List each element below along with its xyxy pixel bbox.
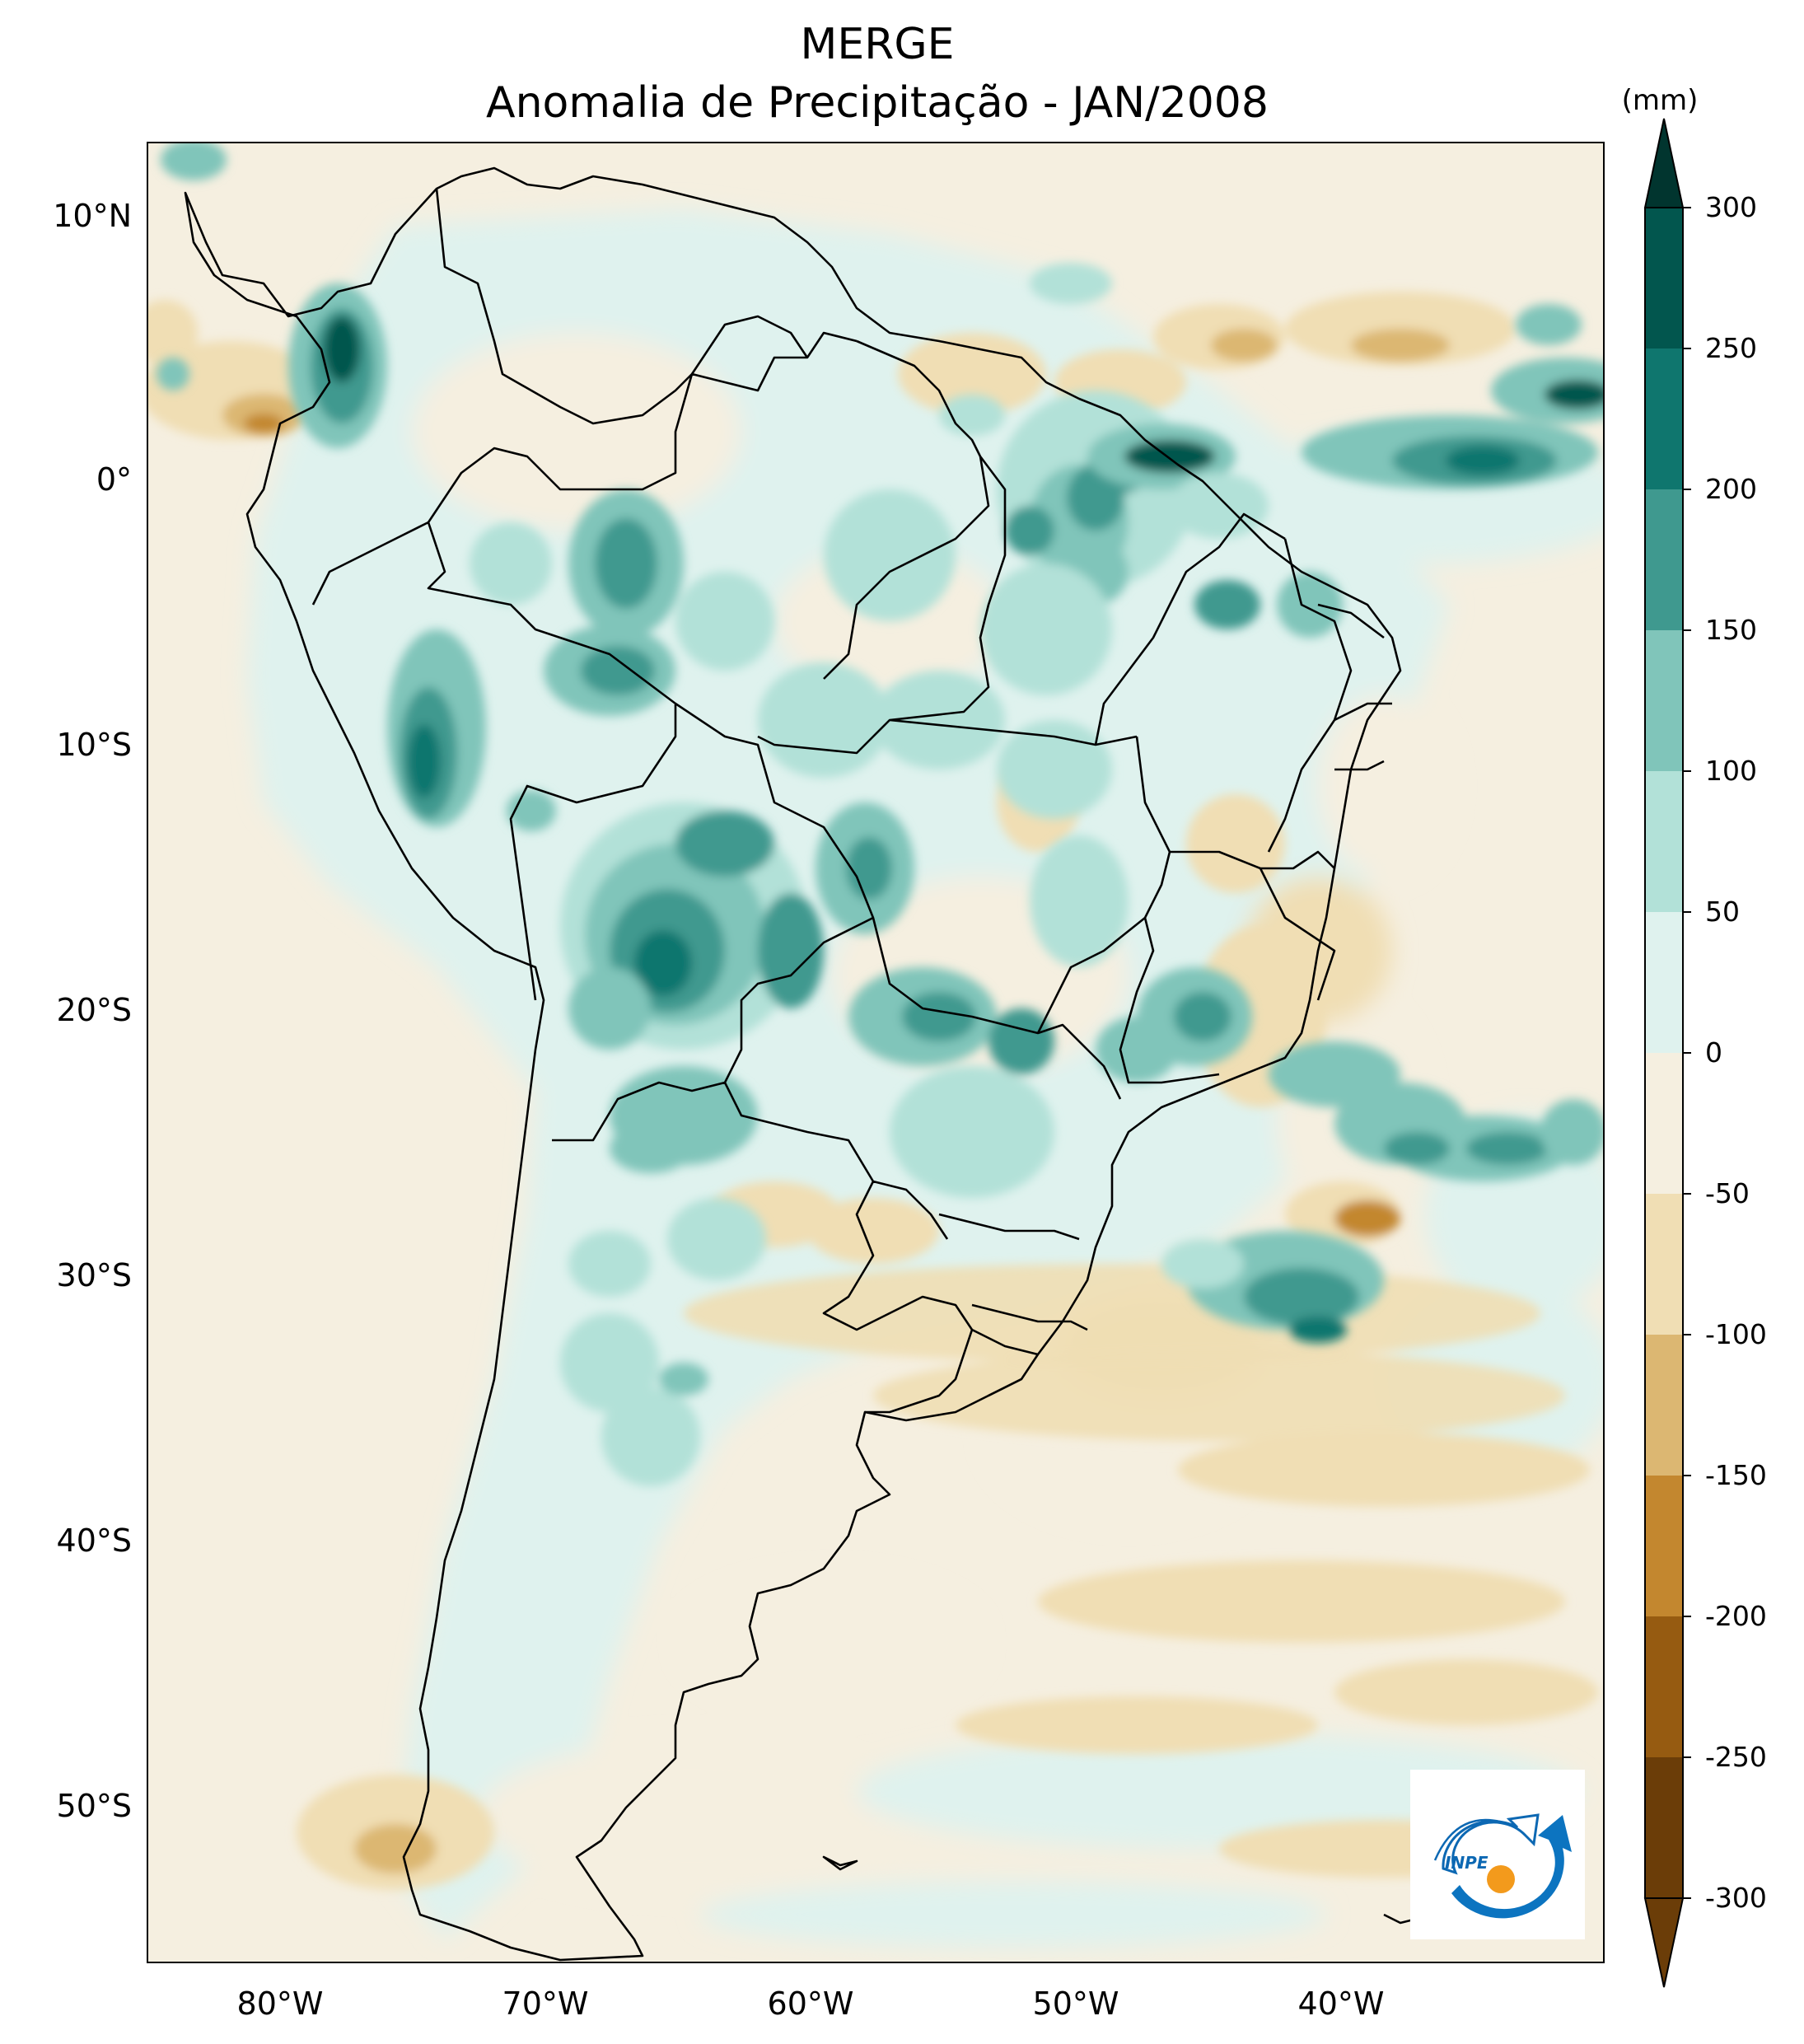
colorbar-tick-label: 50	[1705, 896, 1740, 928]
colorbar-tick-label: -150	[1705, 1459, 1767, 1491]
lat-label-0: 0°	[96, 461, 132, 498]
lat-label-50s: 50°S	[56, 1788, 132, 1824]
orbit-arc-icon	[1433, 1818, 1518, 1861]
lon-label-50w: 50°W	[1032, 1986, 1119, 2022]
lon-label-60w: 60°W	[767, 1986, 854, 2022]
colorbar-tick-label: 100	[1705, 755, 1757, 787]
colorbar-band	[1645, 1335, 1683, 1476]
sun-icon	[1487, 1865, 1515, 1893]
country-borders	[311, 188, 1122, 1414]
lat-label-30s: 30°S	[56, 1257, 132, 1293]
colorbar-tick-label: 250	[1705, 332, 1757, 364]
colorbar-band	[1645, 1757, 1683, 1899]
colorbar-tick-label: -50	[1705, 1177, 1750, 1209]
colorbar-tick-label: -100	[1705, 1318, 1767, 1350]
colorbar-band	[1645, 630, 1683, 772]
lon-label-80w: 80°W	[236, 1986, 324, 2022]
map-panel	[147, 142, 1605, 1963]
colorbar-band	[1645, 1616, 1683, 1758]
brazil-state-borders	[690, 315, 1392, 1331]
map-title: MERGE	[800, 20, 955, 69]
lon-label-40w: 40°W	[1297, 1986, 1385, 2022]
colorbar-tick-label: 150	[1705, 614, 1757, 646]
colorbar-tick-label: -200	[1705, 1600, 1767, 1632]
colorbar-band	[1645, 1476, 1683, 1617]
colorbar-extend-max	[1643, 118, 1685, 208]
continent-outline	[184, 166, 1402, 1962]
colorbar-band	[1645, 912, 1683, 1054]
colorbar-band	[1645, 1194, 1683, 1335]
colorbar-band	[1645, 1053, 1683, 1195]
colorbar-tick-label: 0	[1705, 1036, 1722, 1069]
colorbar-band	[1645, 208, 1683, 349]
map-subtitle: Anomalia de Precipitação - JAN/2008	[486, 78, 1269, 128]
colorbar-tick-label: 300	[1705, 191, 1757, 223]
colorbar-tick-label: -300	[1705, 1882, 1767, 1914]
colorbar-band	[1645, 348, 1683, 490]
colorbar	[1643, 118, 1691, 1988]
lon-label-70w: 70°W	[502, 1986, 589, 2022]
colorbar-tick-label: 200	[1705, 473, 1757, 505]
colorbar-extend-min	[1643, 1897, 1685, 1988]
inpe-logo: INPE	[1410, 1770, 1585, 1939]
colorbar-tick-label: -250	[1705, 1741, 1767, 1773]
inpe-logo-text: INPE	[1445, 1853, 1489, 1873]
lat-label-40s: 40°S	[56, 1522, 132, 1559]
precipitation-anomaly-map	[148, 143, 1603, 1962]
colorbar-band	[1645, 771, 1683, 913]
lat-label-20s: 20°S	[56, 992, 132, 1028]
lat-label-10s: 10°S	[56, 727, 132, 763]
lat-label-10n: 10°N	[53, 198, 132, 234]
colorbar-band	[1645, 489, 1683, 631]
colorbar-unit-label: (mm)	[1621, 84, 1699, 117]
